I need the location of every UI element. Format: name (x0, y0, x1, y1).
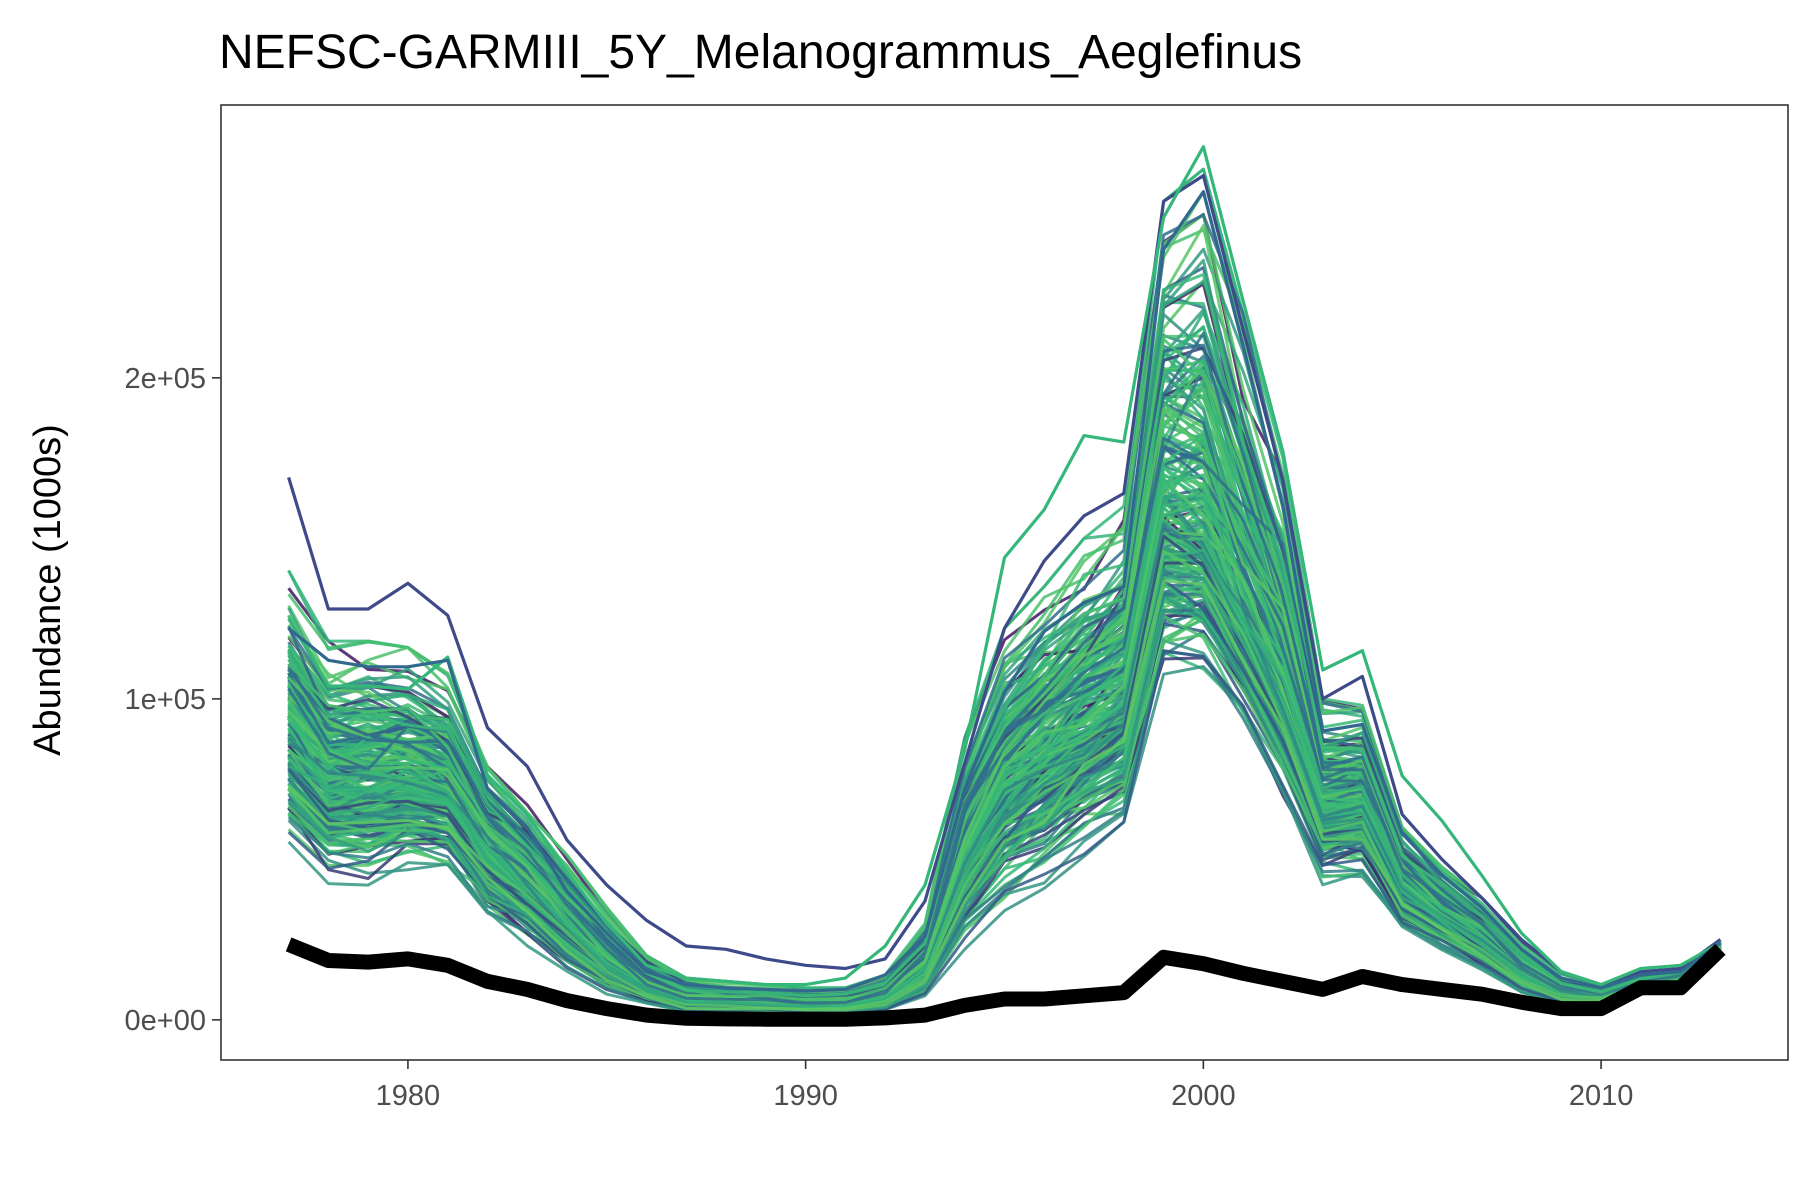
x-tick-label: 2010 (1569, 1080, 1634, 1112)
x-axis: 1980 1990 2000 2010 (376, 1060, 1634, 1112)
ensemble-series-line (287, 498, 1722, 1009)
ensemble-series-line (287, 650, 1722, 1014)
ensemble-series-line (287, 549, 1722, 1011)
ensemble-outlier-line (287, 190, 1722, 993)
x-tick-label: 1980 (376, 1080, 441, 1112)
y-tick-label: 0e+00 (125, 1005, 206, 1037)
chart-title: NEFSC-GARMIII_5Y_Melanogrammus_Aeglefinu… (219, 26, 1302, 79)
y-tick-label: 2e+05 (125, 363, 206, 395)
ensemble-outlier-line (287, 174, 1722, 987)
ensemble-series-line (287, 521, 1722, 1011)
ensemble-series-line (287, 649, 1722, 1014)
x-tick-label: 2000 (1171, 1080, 1236, 1112)
plot-panel-border (220, 104, 1789, 1061)
ensemble-series-line (287, 436, 1722, 1006)
y-tick-label: 1e+05 (125, 684, 206, 716)
ensemble-series-line (287, 639, 1722, 1015)
y-axis: 0e+00 1e+05 2e+05 (125, 363, 221, 1037)
ensemble-lines (287, 145, 1722, 1016)
reference-series-line (285, 937, 1726, 1027)
x-tick-label: 1990 (773, 1080, 838, 1112)
ensemble-outlier-line (287, 145, 1722, 987)
y-axis-title: Abundance (1000s) (27, 424, 69, 756)
ensemble-series-line (287, 273, 1722, 998)
reference-line-layer (285, 937, 1726, 1027)
ensemble-series-line (287, 433, 1722, 1006)
ensemble-series-line (287, 579, 1722, 1012)
